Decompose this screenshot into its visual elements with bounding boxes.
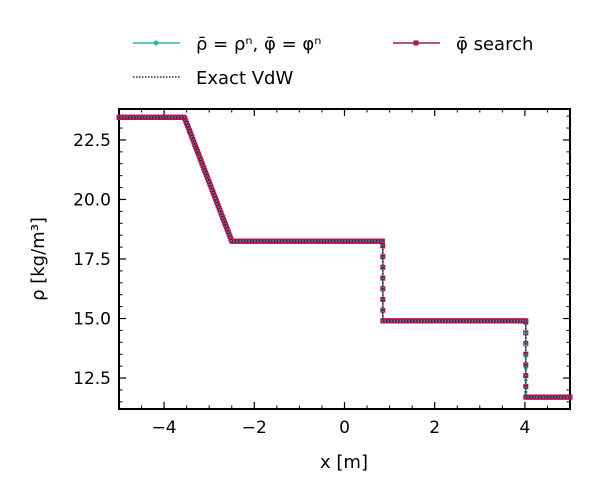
- y-tick-label: 22.5: [73, 131, 111, 151]
- marker-dot: [524, 331, 528, 335]
- legend-label-series-2: Exact VdW: [196, 68, 293, 89]
- legend-entry-series-2: Exact VdW: [133, 68, 293, 89]
- series-phi-search-markers: [116, 114, 573, 400]
- legend-label-series-1: ρ̄ = ρⁿ, φ̄ = φⁿ: [196, 34, 321, 55]
- legend-entry-series-1: ρ̄ = ρⁿ, φ̄ = φⁿ: [133, 34, 321, 55]
- x-axis-label: x [m]: [320, 452, 368, 473]
- series-layer: [116, 114, 573, 400]
- axis-ticks: [118, 109, 571, 409]
- x-tick-label: −2: [242, 418, 267, 438]
- series-phi-search-line: [119, 116, 570, 398]
- plot-frame: [118, 108, 571, 410]
- y-tick-label: 12.5: [73, 369, 111, 389]
- y-tick-label: 15.0: [73, 310, 111, 330]
- x-tick-label: 0: [339, 418, 350, 438]
- x-tick-label: −4: [152, 418, 177, 438]
- legend-label-series-3: φ̄ search: [456, 34, 533, 55]
- marker-dot: [524, 342, 528, 347]
- x-tick-label: 4: [519, 418, 530, 438]
- legend: ρ̄ = ρⁿ, φ̄ = φⁿ Exact VdW φ̄ search: [133, 34, 533, 89]
- y-tick-label: 17.5: [73, 250, 111, 270]
- legend-entry-series-3: φ̄ search: [393, 34, 533, 55]
- series-exact-vdw-line: [119, 116, 570, 398]
- tick-labels: −4 −2 0 2 4 12.5 15.0 17.5 20.0 22.5: [73, 131, 530, 438]
- y-tick-label: 20.0: [73, 190, 111, 210]
- x-tick-label: 2: [429, 418, 440, 438]
- series-rho-phi-line: [119, 116, 570, 398]
- y-axis-label: ρ [kg/m³]: [28, 217, 49, 301]
